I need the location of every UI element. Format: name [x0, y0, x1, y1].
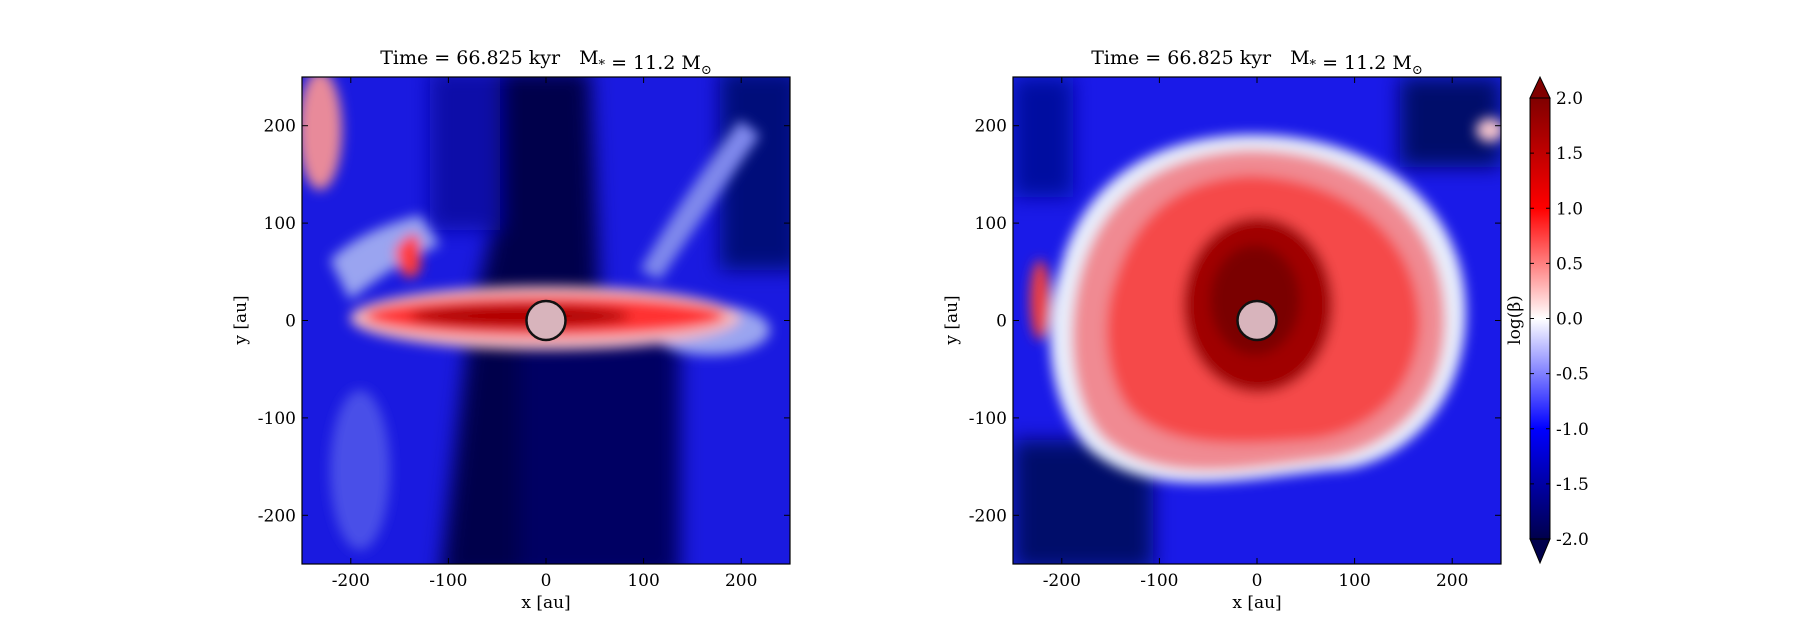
colorbar-tick-label: 1.0	[1556, 199, 1583, 219]
panel-left: -200 -100 0 100 200 -200 -100 0 100 200 Time = 66…	[231, 47, 791, 613]
y-tick-label-left: 0	[285, 312, 296, 332]
sink-particle-left	[525, 299, 567, 342]
y-tick-label-left: -200	[258, 506, 296, 526]
y-axis-label-left: y [au]	[231, 295, 251, 345]
x-tick-label-right: -200	[1043, 571, 1081, 591]
colorbar-extend-min	[1529, 538, 1551, 565]
x-tick-label-left: 200	[725, 571, 757, 591]
sink-particle-right	[1236, 299, 1278, 342]
y-tick-label-left: 200	[264, 117, 296, 137]
colorbar-tick-label: -2.0	[1556, 530, 1589, 550]
x-tick-label-right: 100	[1338, 571, 1370, 591]
colorbar-label: log(β)	[1505, 295, 1525, 345]
heatmap-left	[302, 77, 790, 564]
colorbar-tick-label: -1.5	[1556, 475, 1589, 495]
colorbar-tick-label: 0.5	[1556, 254, 1583, 274]
y-tick-label-right: 0	[996, 312, 1007, 332]
colorbar-extend-max	[1529, 75, 1551, 99]
y-tick-label-right: -200	[969, 506, 1007, 526]
colorbar-tick-label: 0.0	[1556, 310, 1583, 330]
colorbar-tick-label: 2.0	[1556, 89, 1583, 109]
x-tick-label-right: 0	[1252, 571, 1263, 591]
colorbar-tick-label: -1.0	[1556, 420, 1589, 440]
x-tick-label-left: 0	[541, 571, 552, 591]
y-tick-label-right: 100	[975, 214, 1007, 234]
panel-right: -200 -100 0 100 200 -200 -100 0 100 200 Time = 66…	[942, 47, 1502, 613]
x-tick-label-left: -100	[429, 571, 467, 591]
y-tick-label-right: -100	[969, 409, 1007, 429]
sink-circle-right	[1236, 299, 1278, 342]
colorbar: -2.0 -1.5 -1.0 -0.5 0.0 0.5 1.0 1.5 2.0 log(β)	[1505, 75, 1589, 565]
title-right: Time = 66.825 kyr M* = 11.2 M⊙	[1091, 47, 1423, 78]
y-tick-label-left: -100	[258, 409, 296, 429]
y-tick-label-left: 100	[264, 214, 296, 234]
x-tick-label-left: -200	[332, 571, 370, 591]
x-axis-label-left: x [au]	[521, 593, 570, 613]
x-tick-label-left: 100	[627, 571, 659, 591]
colorbar-gradient	[1530, 98, 1550, 539]
colorbar-tick-label: -0.5	[1556, 365, 1589, 385]
x-axis-label-right: x [au]	[1232, 593, 1281, 613]
y-tick-label-right: 200	[975, 117, 1007, 137]
colorbar-tick-label: 1.5	[1556, 144, 1583, 164]
x-tick-label-right: -100	[1140, 571, 1178, 591]
x-tick-label-right: 200	[1436, 571, 1468, 591]
sink-circle-left	[525, 299, 567, 342]
y-axis-label-right: y [au]	[942, 295, 962, 345]
title-left: Time = 66.825 kyr M* = 11.2 M⊙	[380, 47, 712, 78]
